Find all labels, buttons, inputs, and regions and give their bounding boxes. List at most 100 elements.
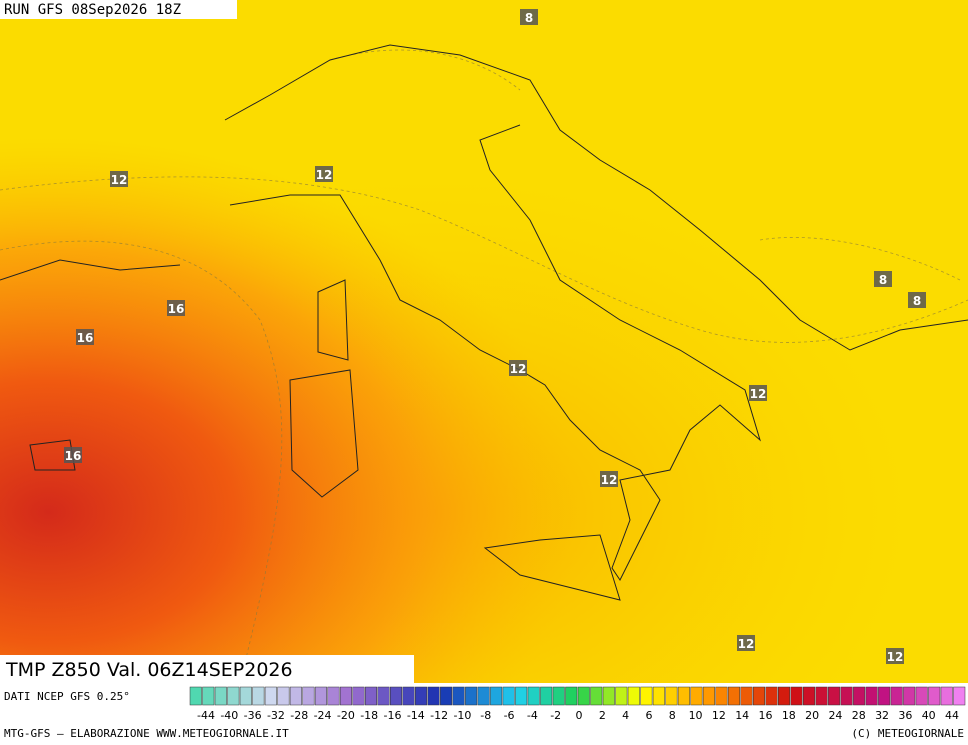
colorbar-swatch bbox=[715, 686, 728, 706]
contour-label: 12 bbox=[510, 362, 527, 376]
colorbar-swatch bbox=[415, 686, 428, 706]
colorbar-swatch bbox=[364, 686, 377, 706]
colorbar-swatch bbox=[928, 686, 941, 706]
colorbar-swatch bbox=[339, 686, 352, 706]
credit-right: (C) METEOGIORNALE bbox=[851, 727, 964, 740]
colorbar-swatch bbox=[677, 686, 690, 706]
colorbar-swatch bbox=[239, 686, 252, 706]
colorbar-swatch bbox=[602, 686, 615, 706]
colorbar-tick-label: -36 bbox=[244, 709, 262, 722]
colorbar-swatch bbox=[752, 686, 765, 706]
colorbar-swatch bbox=[803, 686, 816, 706]
colorbar-tick-label: 24 bbox=[828, 709, 842, 722]
colorbar-swatch bbox=[702, 686, 715, 706]
colorbar-swatch bbox=[940, 686, 953, 706]
contour-label: 16 bbox=[77, 331, 94, 345]
colorbar-tick-label: 18 bbox=[782, 709, 796, 722]
colorbar-tick-label: 44 bbox=[945, 709, 959, 722]
colorbar-swatch bbox=[527, 686, 540, 706]
contour-label: 12 bbox=[750, 387, 767, 401]
contour-label-box bbox=[600, 471, 618, 487]
border bbox=[224, 44, 968, 351]
colorbar-tick-label: -40 bbox=[220, 709, 238, 722]
colorbar-swatch bbox=[690, 686, 703, 706]
coastline bbox=[0, 259, 181, 471]
colorbar-tick-label: 12 bbox=[712, 709, 726, 722]
contour-label-box bbox=[908, 292, 926, 308]
colorbar-swatch bbox=[840, 686, 853, 706]
field-box bbox=[0, 655, 414, 683]
contour-label: 12 bbox=[111, 173, 128, 187]
colorbar-swatch bbox=[264, 686, 277, 706]
colorbar-tick-label: 8 bbox=[669, 709, 676, 722]
colorbar-swatch bbox=[778, 686, 791, 706]
contour-label-box bbox=[520, 9, 538, 25]
colorbar-swatch bbox=[903, 686, 916, 706]
colorbar-swatch bbox=[352, 686, 365, 706]
colorbar-swatch bbox=[915, 686, 928, 706]
colorbar-swatch bbox=[878, 686, 891, 706]
colorbar-tick-label: -20 bbox=[337, 709, 355, 722]
hot-zone bbox=[0, 0, 968, 683]
colorbar-swatch bbox=[227, 686, 240, 706]
colorbar-swatch bbox=[452, 686, 465, 706]
contour-label-box bbox=[76, 329, 94, 345]
contour-label: 16 bbox=[65, 449, 82, 463]
contour-label: 8 bbox=[525, 11, 533, 25]
colorbar-swatch bbox=[515, 686, 528, 706]
colorbar-tick-label: -12 bbox=[430, 709, 448, 722]
colorbar-swatch bbox=[627, 686, 640, 706]
colorbar-tick-label: 2 bbox=[599, 709, 606, 722]
colorbar-tick-label: -16 bbox=[384, 709, 402, 722]
colorbar-tick-label: -32 bbox=[267, 709, 285, 722]
colorbar-tick-label: -18 bbox=[360, 709, 378, 722]
contour-label: 8 bbox=[879, 273, 887, 287]
colorbar-swatch bbox=[865, 686, 878, 706]
colorbar-tick-label: -28 bbox=[290, 709, 308, 722]
colorbar-swatch bbox=[665, 686, 678, 706]
coastline bbox=[229, 124, 761, 581]
field-label: TMP Z850 Val. 06Z14SEP2026 bbox=[5, 659, 293, 681]
sicily bbox=[483, 534, 621, 601]
colorbar-tick-label: 4 bbox=[622, 709, 629, 722]
colorbar-tick-label: -10 bbox=[453, 709, 471, 722]
contour-label-box bbox=[315, 166, 333, 182]
colorbar-swatch bbox=[652, 686, 665, 706]
colorbar-swatch bbox=[377, 686, 390, 706]
colorbar-tick-label: -8 bbox=[480, 709, 491, 722]
colorbar-swatch bbox=[577, 686, 590, 706]
contour-label-box bbox=[874, 271, 892, 287]
colorbar-swatch bbox=[390, 686, 403, 706]
colorbar-swatch bbox=[740, 686, 753, 706]
colorbar-tick-label: -24 bbox=[314, 709, 332, 722]
contour-label-box bbox=[737, 635, 755, 651]
run-label: RUN GFS 08Sep2026 18Z bbox=[4, 2, 181, 18]
colorbar-tick-label: -14 bbox=[407, 709, 425, 722]
colorbar-tick-label: 40 bbox=[922, 709, 936, 722]
colorbar-swatch bbox=[502, 686, 515, 706]
header-box bbox=[0, 0, 237, 19]
colorbar-swatch bbox=[590, 686, 603, 706]
colorbar-tick-label: 16 bbox=[759, 709, 773, 722]
colorbar-tick-label: 6 bbox=[645, 709, 652, 722]
colorbar-tick-label: -4 bbox=[527, 709, 538, 722]
colorbar-tick-label: 20 bbox=[805, 709, 819, 722]
colorbar-swatch bbox=[477, 686, 490, 706]
credit-left: MTG-GFS – ELABORAZIONE WWW.METEOGIORNALE… bbox=[4, 727, 289, 740]
colorbar-swatch bbox=[465, 686, 478, 706]
corsica bbox=[317, 279, 349, 361]
colorbar-swatch bbox=[765, 686, 778, 706]
contour-label-box bbox=[509, 360, 527, 376]
contour-label: 12 bbox=[887, 650, 904, 664]
colorbar-swatch bbox=[402, 686, 415, 706]
colorbar-swatch bbox=[214, 686, 227, 706]
colorbar-tick-label: -44 bbox=[197, 709, 215, 722]
contour-label-box bbox=[167, 300, 185, 316]
colorbar-swatch bbox=[727, 686, 740, 706]
colorbar-swatch bbox=[302, 686, 315, 706]
colorbar-tick-label: 36 bbox=[898, 709, 912, 722]
colorbar-swatch bbox=[540, 686, 553, 706]
colorbar-swatch bbox=[202, 686, 215, 706]
colorbar-tick-label: -2 bbox=[550, 709, 561, 722]
